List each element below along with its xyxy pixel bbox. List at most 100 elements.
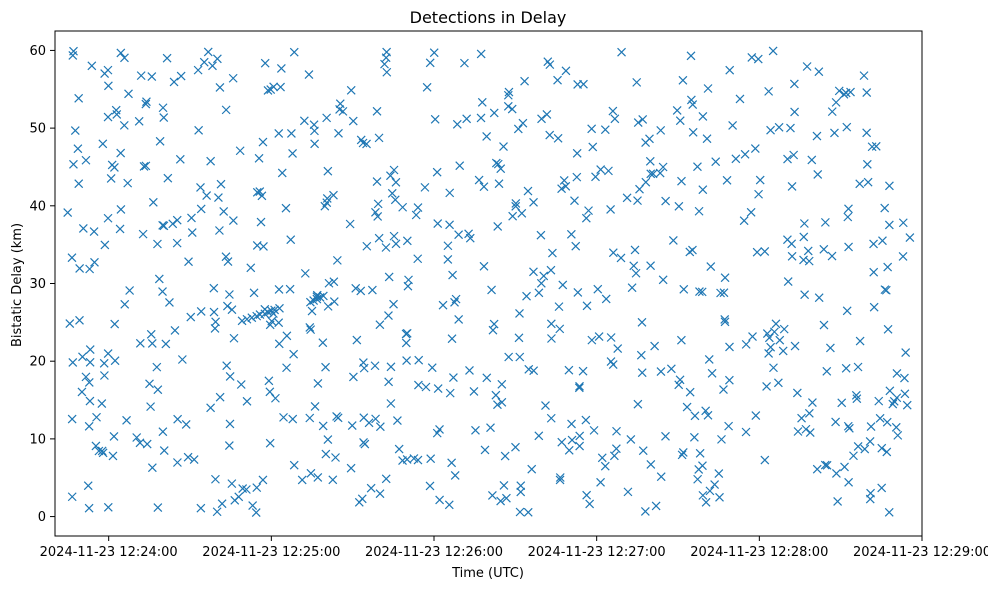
data-point [181, 420, 191, 429]
data-point [211, 474, 220, 484]
data-point [100, 240, 110, 250]
data-point [877, 483, 887, 493]
data-point [163, 173, 173, 183]
data-point [254, 153, 264, 163]
data-point [65, 319, 75, 328]
data-point [409, 454, 419, 463]
data-point [138, 229, 148, 239]
data-point [893, 430, 903, 440]
data-point [321, 449, 331, 459]
data-point [270, 305, 280, 315]
data-point [752, 247, 762, 257]
data-point [863, 177, 873, 187]
data-point [84, 503, 94, 513]
data-point [282, 331, 292, 341]
data-point [476, 49, 486, 59]
data-point [527, 464, 537, 474]
data-point [169, 77, 179, 87]
data-point [242, 314, 252, 324]
y-axis-ticks: 0 10 20 30 40 50 60 [29, 44, 55, 525]
data-point [384, 377, 394, 387]
data-point [414, 355, 424, 365]
data-point [307, 306, 317, 316]
x-tick-label: 2024-11-23 12:27:00 [528, 545, 666, 560]
data-point [575, 441, 585, 451]
data-point [764, 348, 774, 358]
data-point [209, 307, 219, 317]
data-point [371, 414, 381, 424]
data-point [433, 384, 443, 393]
data-point [252, 241, 262, 250]
data-point [827, 107, 837, 117]
data-point [819, 244, 829, 254]
data-point [348, 372, 358, 382]
data-point [869, 302, 879, 312]
data-point [362, 139, 371, 149]
data-point [159, 221, 169, 231]
data-point [701, 497, 711, 507]
data-point [304, 70, 314, 79]
data-point [196, 503, 206, 513]
data-point [208, 61, 217, 71]
data-point [702, 134, 712, 144]
data-point [370, 361, 380, 371]
data-point [797, 413, 806, 423]
data-point [177, 355, 187, 364]
data-point [110, 319, 120, 329]
data-point [356, 286, 366, 296]
data-point [258, 137, 268, 147]
data-point [132, 433, 142, 442]
data-point [74, 179, 84, 189]
data-point [469, 387, 479, 396]
data-point [402, 236, 412, 246]
data-point [183, 452, 193, 462]
data-point [871, 141, 881, 151]
data-point [633, 196, 642, 206]
data-point [471, 425, 480, 435]
data-point [799, 255, 808, 265]
data-point [421, 382, 431, 392]
data-point [450, 297, 459, 307]
data-point [320, 201, 330, 211]
data-point [103, 502, 113, 512]
data-point [172, 458, 182, 467]
data-point [382, 67, 392, 77]
data-point [703, 84, 713, 93]
data-point [98, 448, 108, 458]
data-point [855, 179, 865, 189]
data-point [503, 101, 513, 111]
data-point [398, 202, 408, 212]
data-point [203, 47, 213, 57]
data-point [217, 499, 227, 509]
data-point [766, 342, 776, 352]
data-point [196, 204, 206, 214]
data-point [790, 107, 799, 117]
data-point [306, 325, 316, 335]
data-point [852, 394, 862, 404]
data-point [515, 309, 524, 318]
data-point [68, 358, 78, 367]
data-point [276, 82, 285, 92]
data-point [84, 421, 94, 431]
data-point [289, 47, 299, 57]
data-point [267, 316, 277, 326]
data-point [575, 431, 585, 441]
data-point [103, 65, 113, 75]
data-point [813, 170, 823, 179]
data-point [844, 204, 853, 214]
data-point [398, 456, 407, 465]
data-point [488, 325, 498, 335]
data-point [384, 272, 394, 282]
data-point [827, 251, 837, 261]
data-point [515, 352, 525, 362]
data-point [656, 125, 666, 135]
data-point [222, 301, 232, 311]
data-point [638, 115, 648, 124]
data-point [801, 424, 811, 434]
data-point [373, 199, 383, 209]
data-point [252, 483, 262, 493]
data-point [581, 213, 591, 223]
data-point [553, 75, 562, 85]
data-point [571, 241, 581, 251]
data-point [775, 335, 785, 345]
